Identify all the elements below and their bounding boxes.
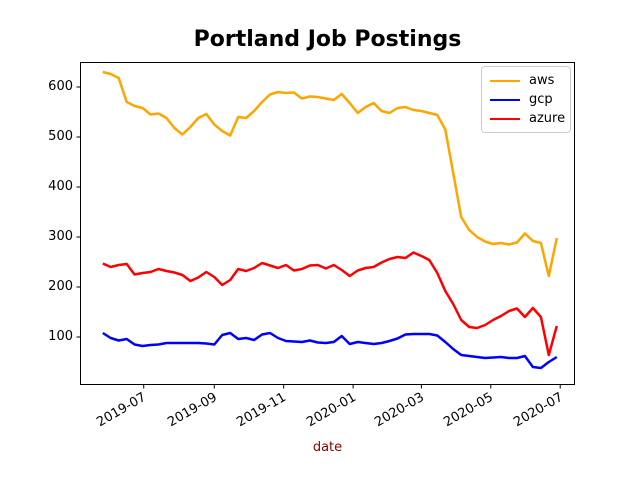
y-axis-tick-label: 300	[48, 229, 73, 244]
legend-entry-azure: azure	[490, 109, 566, 128]
x-axis-tick-label: 2020-07	[511, 390, 566, 431]
chart-title: Portland Job Postings	[193, 27, 462, 52]
x-axis-label: date	[312, 440, 343, 455]
legend-label-gcp: gcp	[529, 92, 553, 107]
legend-label-azure: azure	[529, 111, 566, 126]
x-axis-tick-label: 2019-11	[234, 390, 290, 431]
y-axis-tick-label: 100	[48, 329, 73, 344]
x-axis-tick-label: 2020-01	[304, 390, 359, 431]
legend-entry-gcp: gcp	[490, 90, 562, 109]
y-axis-tick-label: 600	[48, 79, 73, 94]
y-axis-tick-label: 400	[48, 179, 73, 194]
legend: aws gcp azure	[481, 66, 571, 133]
legend-swatch-aws	[490, 79, 520, 82]
y-axis-tick-label: 200	[48, 279, 73, 294]
legend-label-aws: aws	[529, 73, 555, 88]
legend-swatch-azure	[490, 117, 520, 120]
y-axis-tick-label: 500	[48, 129, 73, 144]
x-axis-tick-label: 2019-07	[94, 390, 150, 431]
x-axis-tick-label: 2019-09	[165, 390, 220, 431]
legend-entry-aws: aws	[490, 71, 562, 90]
legend-swatch-gcp	[490, 98, 520, 101]
x-axis-tick-label: 2020-03	[372, 390, 427, 431]
x-axis-tick-label: 2020-05	[441, 390, 497, 431]
